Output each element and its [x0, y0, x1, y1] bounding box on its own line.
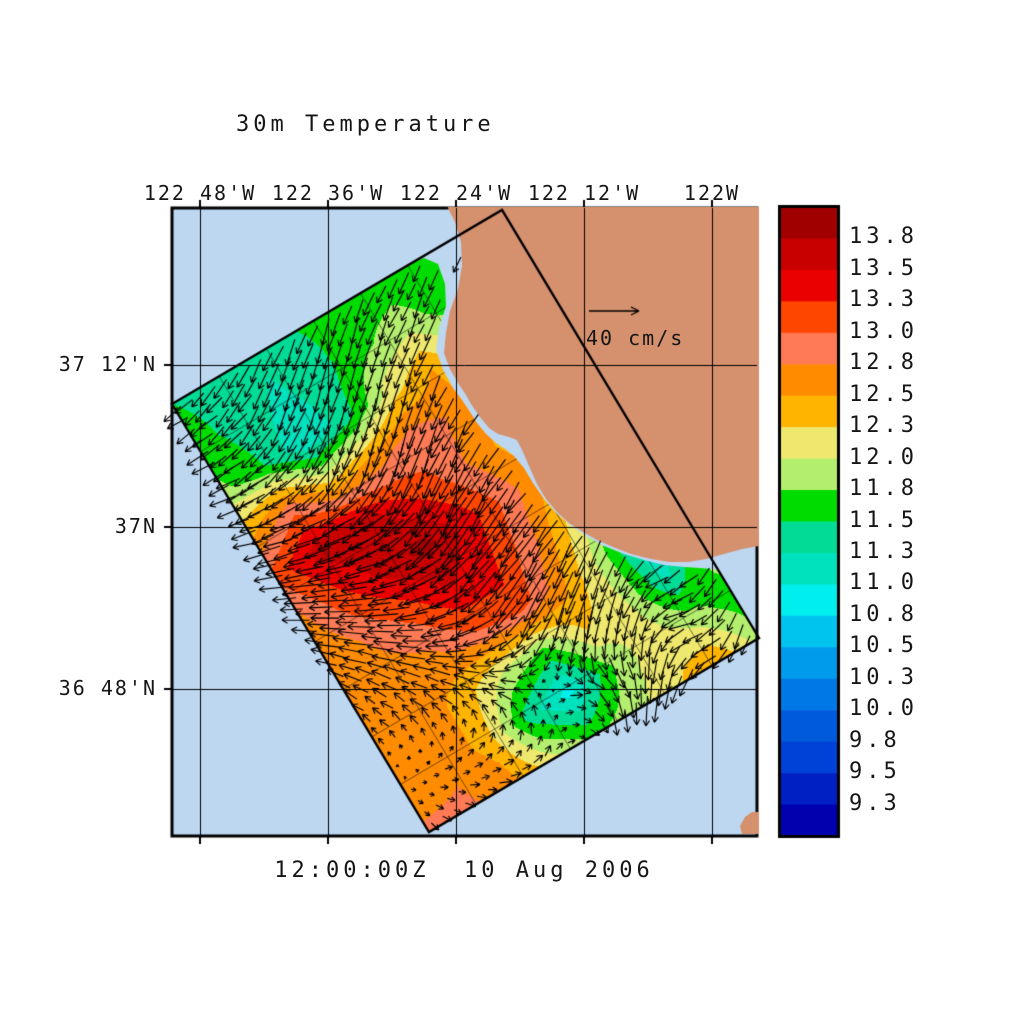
colorbar-tick-label: 11.8: [849, 476, 918, 502]
lat-tick-label: 36 48'N: [58, 676, 157, 700]
colorbar-tick-label: 13.0: [849, 318, 918, 344]
colorbar-tick-label: 12.5: [849, 381, 918, 407]
colorbar-tick-label: 10.5: [849, 633, 918, 659]
lon-tick-label: 122W: [683, 181, 741, 205]
vector-scale-label: 40 cm/s: [586, 326, 685, 350]
colorbar-tick-label: 11.5: [849, 507, 918, 533]
colorbar-tick-label: 9.3: [849, 790, 901, 816]
lat-tick-label: 37N: [114, 514, 157, 538]
lon-tick-label: 122 36'W: [271, 181, 385, 205]
lon-tick-label: 122 48'W: [143, 181, 257, 205]
colorbar-tick-label: 12.3: [849, 413, 918, 439]
colorbar-tick-label: 10.0: [849, 696, 918, 722]
colorbar-tick-label: 10.3: [849, 664, 918, 690]
colorbar-tick-label: 12.8: [849, 350, 918, 376]
page-title: 30m Temperature: [236, 112, 495, 137]
lon-tick-label: 122 24'W: [399, 181, 513, 205]
colorbar-tick-label: 13.8: [849, 224, 918, 250]
colorbar-tick-label: 9.8: [849, 727, 901, 753]
colorbar-tick-label: 9.5: [849, 759, 901, 785]
timestamp: 12:00:00Z 10 Aug 2006: [274, 858, 654, 883]
colorbar-tick-label: 11.3: [849, 538, 918, 564]
colorbar-tick-label: 12.0: [849, 444, 918, 470]
colorbar-tick-label: 10.8: [849, 601, 918, 627]
lon-tick-label: 122 12'W: [527, 181, 641, 205]
colorbar-tick-label: 13.5: [849, 255, 918, 281]
lat-tick-label: 37 12'N: [58, 352, 157, 376]
colorbar-tick-label: 11.0: [849, 570, 918, 596]
colorbar-tick-label: 13.3: [849, 287, 918, 313]
